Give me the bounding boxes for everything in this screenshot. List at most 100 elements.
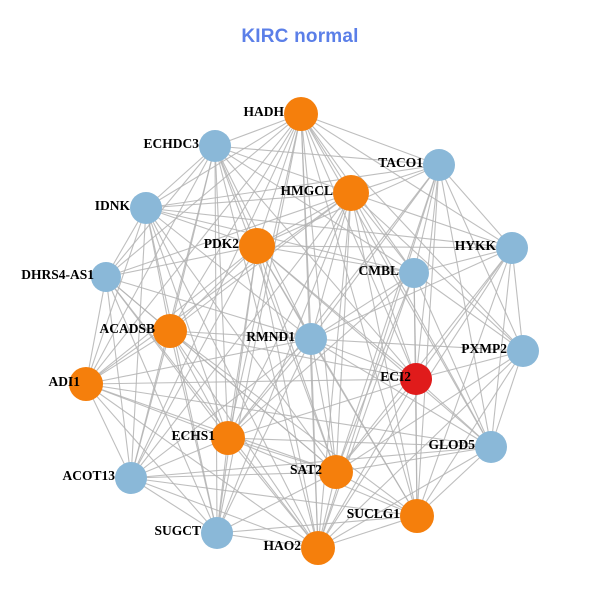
node-circle-cmbl[interactable] — [399, 258, 429, 288]
network-edge — [145, 207, 258, 247]
node-label-dhrs4-as1: DHRS4-AS1 — [21, 267, 94, 282]
network-node[interactable]: SUGCT — [154, 517, 233, 549]
network-node[interactable]: ECHDC3 — [143, 130, 231, 162]
network-edge — [256, 245, 415, 274]
node-circle-echs1[interactable] — [211, 421, 245, 455]
network-edge — [227, 437, 337, 473]
network-node[interactable]: TACO1 — [378, 149, 455, 181]
node-label-idnk: IDNK — [95, 198, 131, 213]
network-edge — [85, 338, 312, 385]
node-circle-pdk2[interactable] — [239, 228, 275, 264]
network-edge — [145, 192, 352, 209]
network-edge — [310, 192, 352, 340]
network-edge — [216, 471, 337, 534]
network-edge — [335, 378, 417, 473]
network-edge — [227, 437, 492, 448]
node-label-sat2: SAT2 — [290, 462, 322, 477]
node-circle-eci2[interactable] — [400, 363, 432, 395]
network-edge — [256, 245, 319, 549]
network-edge — [145, 207, 415, 274]
node-circle-hmgcl[interactable] — [333, 175, 369, 211]
network-edge — [85, 113, 302, 385]
network-edge — [227, 338, 312, 439]
network-edge — [310, 338, 417, 380]
network-node[interactable]: SUCLG1 — [347, 499, 434, 533]
network-node[interactable]: HYKK — [455, 232, 528, 264]
network-node[interactable]: ECI2 — [380, 363, 432, 395]
node-circle-taco1[interactable] — [423, 149, 455, 181]
network-edge — [335, 350, 524, 473]
network-edge — [511, 247, 524, 352]
node-circle-adi1[interactable] — [69, 367, 103, 401]
node-label-hadh: HADH — [244, 104, 285, 119]
network-node[interactable]: HAO2 — [263, 531, 335, 565]
node-label-hykk: HYKK — [455, 238, 497, 253]
node-circle-glod5[interactable] — [475, 431, 507, 463]
network-node[interactable]: HADH — [244, 97, 319, 131]
network-edge — [130, 477, 218, 534]
network-node[interactable]: SAT2 — [290, 455, 353, 489]
network-node[interactable]: IDNK — [95, 192, 162, 224]
network-edge — [350, 192, 524, 352]
network-edge — [85, 383, 337, 473]
network-edge — [214, 145, 319, 549]
node-circle-rmnd1[interactable] — [295, 323, 327, 355]
network-edge — [85, 192, 352, 385]
network-node[interactable]: PDK2 — [204, 228, 275, 264]
node-label-pdk2: PDK2 — [204, 236, 239, 251]
network-node[interactable]: ACADSB — [99, 314, 187, 348]
nodes-layer: HADH ECHDC3 TACO1 HMGCL IDNK HYKK PDK2 CMBL DHRS… — [21, 97, 539, 565]
node-circle-hykk[interactable] — [496, 232, 528, 264]
network-edge — [130, 330, 171, 479]
network-edge — [310, 338, 337, 473]
network-edge — [105, 192, 352, 278]
node-circle-hao2[interactable] — [301, 531, 335, 565]
node-circle-acot13[interactable] — [115, 462, 147, 494]
network-edge — [130, 207, 147, 479]
network-edge — [490, 247, 513, 448]
node-circle-acadsb[interactable] — [153, 314, 187, 348]
network-edge — [214, 145, 415, 274]
node-circle-suclg1[interactable] — [400, 499, 434, 533]
node-label-suclg1: SUCLG1 — [347, 506, 401, 521]
network-node[interactable]: RMND1 — [246, 323, 327, 355]
network-edge — [310, 338, 524, 352]
network-edge — [256, 113, 302, 247]
node-circle-sugct[interactable] — [201, 517, 233, 549]
network-edge — [300, 113, 513, 249]
node-label-hao2: HAO2 — [263, 538, 301, 553]
node-circle-sat2[interactable] — [319, 455, 353, 489]
node-circle-echdc3[interactable] — [199, 130, 231, 162]
network-edge — [130, 437, 229, 479]
network-edge — [169, 113, 302, 332]
network-node[interactable]: CMBL — [359, 258, 430, 288]
node-label-acot13: ACOT13 — [62, 468, 115, 483]
network-node[interactable]: DHRS4-AS1 — [21, 262, 121, 292]
network-edge — [415, 378, 418, 517]
network-edge — [169, 330, 218, 534]
network-edge — [145, 207, 337, 473]
network-edge — [85, 383, 218, 534]
network-node[interactable]: ADI1 — [48, 367, 103, 401]
network-edge — [415, 247, 513, 380]
network-edge — [130, 446, 492, 479]
network-edge — [130, 145, 216, 479]
network-node[interactable]: ACOT13 — [62, 462, 147, 494]
network-edge — [85, 383, 319, 549]
node-circle-pxmp2[interactable] — [507, 335, 539, 367]
network-edge — [335, 272, 415, 473]
network-node[interactable]: PXMP2 — [461, 335, 539, 367]
network-edge — [227, 437, 319, 549]
network-node[interactable]: GLOD5 — [428, 431, 507, 463]
network-node[interactable]: HMGCL — [281, 175, 370, 211]
network-edge — [145, 113, 302, 209]
node-circle-hadh[interactable] — [284, 97, 318, 131]
network-edge — [350, 192, 417, 380]
node-circle-dhrs4-as1[interactable] — [91, 262, 121, 292]
node-label-glod5: GLOD5 — [428, 437, 475, 452]
network-node[interactable]: ECHS1 — [171, 421, 245, 455]
node-label-eci2: ECI2 — [380, 369, 411, 384]
network-edge — [105, 245, 258, 278]
node-circle-idnk[interactable] — [130, 192, 162, 224]
